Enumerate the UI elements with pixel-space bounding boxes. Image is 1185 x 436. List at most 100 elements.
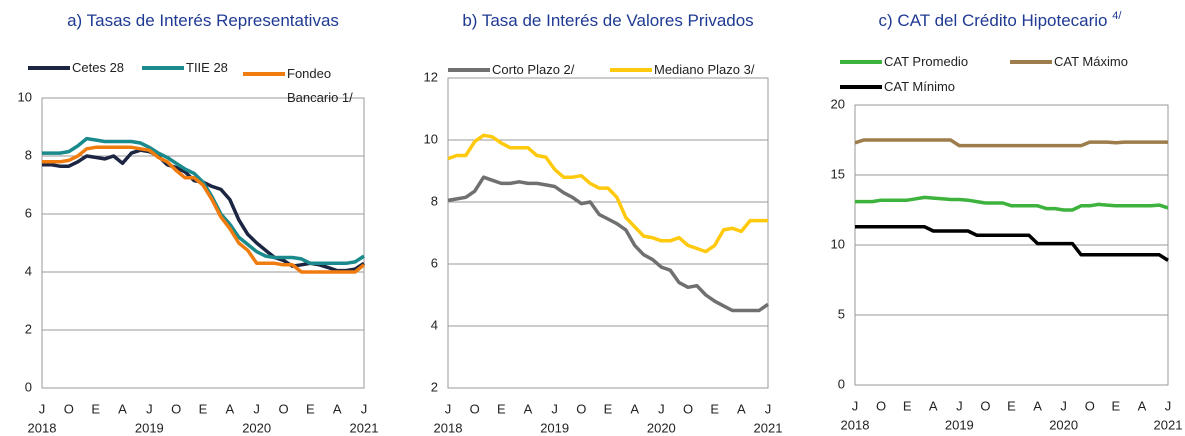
x-tick-label: J: [765, 401, 772, 416]
legend-label-box: Fondeo Bancario 1/: [287, 66, 353, 105]
series-line: [447, 133, 768, 254]
year-label: 2019: [945, 417, 974, 432]
x-tick-label: E: [497, 401, 506, 416]
year-label: 2019: [135, 420, 164, 435]
y-tick-label: 4: [431, 317, 438, 332]
y-tick-label: 20: [831, 96, 845, 111]
series-line: [855, 195, 1169, 212]
legend-label-box: CAT Promedio: [884, 54, 969, 69]
y-tick-label: 4: [25, 263, 32, 278]
year-label: 2020: [1049, 417, 1078, 432]
x-tick-label: J: [253, 401, 260, 416]
legend-label-box: Cetes 28: [72, 60, 125, 75]
x-tick-label: O: [64, 401, 74, 416]
x-tick-label: A: [118, 401, 127, 416]
x-tick-label: O: [278, 401, 288, 416]
x-tick-label: E: [710, 401, 719, 416]
legend-label: Corto Plazo 2/: [492, 62, 575, 77]
y-tick-label: 5: [838, 306, 845, 321]
year-label: 2021: [350, 420, 379, 435]
x-tick-label: J: [852, 398, 859, 413]
x-tick-label: E: [1007, 398, 1016, 413]
x-tick-label: E: [199, 401, 208, 416]
year-label: 2018: [28, 420, 57, 435]
chart-title-text: a) Tasas de Interés Representativas: [67, 11, 339, 30]
year-label: 2020: [242, 420, 271, 435]
legend-label-box: CAT Mínimo: [884, 79, 956, 94]
year-label: 2019: [540, 420, 569, 435]
x-tick-label: A: [929, 398, 938, 413]
legend-label: TIIE 28: [186, 60, 228, 75]
y-tick-label: 10: [18, 89, 32, 104]
x-tick-label: J: [956, 398, 963, 413]
x-tick-label: A: [737, 401, 746, 416]
series-line: [854, 138, 1168, 148]
x-tick-label: J: [445, 401, 452, 416]
x-tick-label: A: [333, 401, 342, 416]
legend-label: Mediano Plazo 3/: [654, 62, 755, 77]
x-tick-label: E: [306, 401, 315, 416]
x-tick-label: J: [146, 401, 153, 416]
legend-label: Fondeo Bancario 1/: [287, 66, 353, 105]
legend-label: CAT Máximo: [1054, 54, 1128, 69]
x-tick-label: A: [524, 401, 533, 416]
year-label: 2018: [841, 417, 870, 432]
legend-label: CAT Mínimo: [884, 79, 956, 94]
series-line: [42, 136, 365, 266]
x-tick-label: J: [1060, 398, 1067, 413]
x-tick-label: E: [91, 401, 100, 416]
chart-title-superscript: 4/: [1112, 10, 1122, 22]
legend-label-box: Mediano Plazo 3/: [654, 62, 755, 77]
x-tick-label: A: [1138, 398, 1147, 413]
x-tick-label: A: [1033, 398, 1042, 413]
chart-title: b) Tasa de Interés de Valores Privados: [462, 11, 753, 30]
x-tick-label: E: [903, 398, 912, 413]
y-tick-label: 12: [424, 69, 438, 84]
plot-frame: [447, 77, 769, 389]
x-tick-label: O: [171, 401, 181, 416]
plot-frame: [854, 104, 1169, 386]
series-line: [42, 148, 365, 273]
series-line: [447, 175, 770, 313]
series-line: [855, 225, 1169, 262]
y-tick-label: 10: [831, 236, 845, 251]
legend-label: Cetes 28: [72, 60, 125, 75]
x-tick-label: A: [225, 401, 234, 416]
chart-title: c) CAT del Crédito Hipotecario 4/: [879, 10, 1123, 31]
x-tick-label: J: [361, 401, 368, 416]
x-tick-label: O: [980, 398, 990, 413]
y-tick-label: 6: [431, 255, 438, 270]
x-tick-label: E: [604, 401, 613, 416]
x-tick-label: O: [1085, 398, 1095, 413]
x-tick-label: J: [551, 401, 558, 416]
y-tick-label: 8: [431, 193, 438, 208]
y-tick-label: 15: [831, 166, 845, 181]
legend-label: CAT Promedio: [884, 54, 969, 69]
legend-label-box: CAT Máximo: [1054, 54, 1128, 69]
year-label: 2021: [754, 420, 783, 435]
x-tick-label: O: [576, 401, 586, 416]
y-tick-label: 6: [25, 205, 32, 220]
x-tick-label: J: [658, 401, 665, 416]
y-tick-label: 0: [838, 376, 845, 391]
y-tick-label: 8: [25, 147, 32, 162]
year-label: 2018: [434, 420, 463, 435]
y-tick-label: 10: [424, 131, 438, 146]
year-label: 2021: [1154, 417, 1183, 432]
chart-title-text: b) Tasa de Interés de Valores Privados: [462, 11, 753, 30]
year-label: 2020: [647, 420, 676, 435]
x-tick-label: J: [1165, 398, 1172, 413]
series-line: [42, 145, 366, 274]
legend-label-box: TIIE 28: [186, 60, 228, 75]
x-tick-label: O: [683, 401, 693, 416]
plot-frame: [41, 97, 365, 389]
y-tick-label: 2: [25, 321, 32, 336]
legend-label-box: Corto Plazo 2/: [492, 62, 575, 77]
y-tick-label: 0: [25, 379, 32, 394]
x-tick-label: O: [876, 398, 886, 413]
x-tick-label: E: [1111, 398, 1120, 413]
chart-title: a) Tasas de Interés Representativas: [67, 11, 339, 30]
y-tick-label: 2: [431, 379, 438, 394]
chart-title-text: c) CAT del Crédito Hipotecario: [879, 11, 1108, 30]
